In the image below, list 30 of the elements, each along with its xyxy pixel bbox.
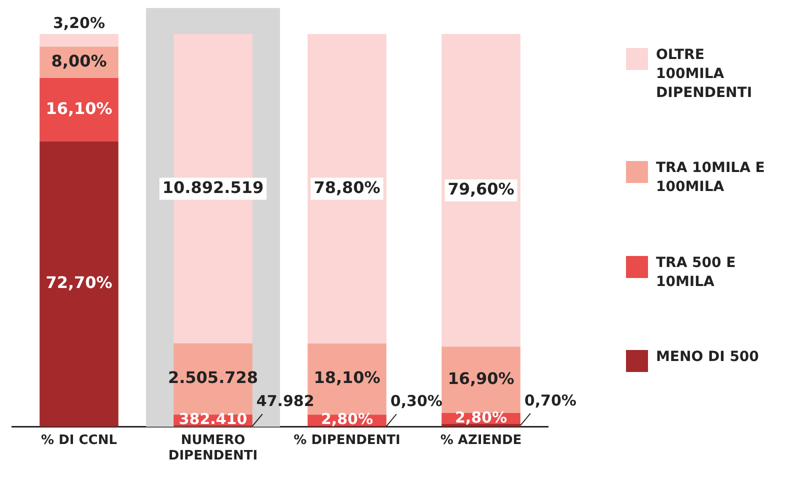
x-tick-label: NUMERO DIPENDENTI [168,432,258,464]
data-label: 78,80% [314,178,380,197]
data-label: 0,30% [390,392,442,410]
legend-label: OLTRE 100MILA DIPENDENTI [656,46,754,104]
data-label: 16,90% [448,369,514,388]
data-label: 382.410 [178,410,248,428]
bar [442,34,520,347]
bar [40,34,118,47]
data-label: 0,70% [524,391,576,410]
bar [308,34,386,344]
data-label: 8,00% [51,51,107,70]
data-label: 2,80% [454,408,508,426]
bar [40,78,118,142]
legend-label: MENO DI 500 [656,348,760,367]
data-label: 72,70% [46,273,112,292]
legend-label: TRA 500 E 10MILA [656,254,737,292]
bar [442,424,520,427]
bar [40,141,118,427]
x-tick-label: % DIPENDENTI [294,432,400,448]
data-label: 16,10% [46,98,112,118]
data-label: 47.982 [256,392,314,410]
data-label: 2,80% [320,410,374,428]
legend-label: TRA 10MILA E 100MILA [656,159,766,198]
data-label: 18,10% [314,368,380,388]
data-label: 10.892.519 [162,178,264,197]
x-tick-label: % AZIENDE [440,432,522,448]
x-tick-label: % DI CCNL [41,432,117,448]
data-label: 79,60% [448,179,514,198]
data-label: 3,20% [52,14,106,32]
data-label: 2.505.728 [168,368,258,388]
